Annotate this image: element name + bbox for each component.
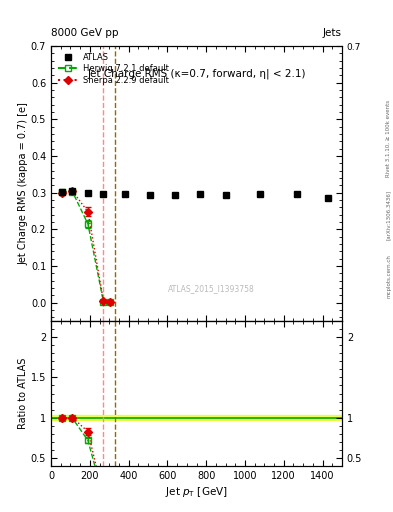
Text: Jet Charge RMS (κ=0.7, forward, η| < 2.1): Jet Charge RMS (κ=0.7, forward, η| < 2.1… [87, 68, 306, 78]
Text: 8000 GeV pp: 8000 GeV pp [51, 28, 119, 38]
Text: Jets: Jets [323, 28, 342, 38]
Text: ATLAS_2015_I1393758: ATLAS_2015_I1393758 [168, 284, 254, 293]
Y-axis label: Ratio to ATLAS: Ratio to ATLAS [18, 358, 28, 429]
Y-axis label: Jet Charge RMS (kappa = 0.7) [e]: Jet Charge RMS (kappa = 0.7) [e] [18, 102, 28, 265]
Text: Rivet 3.1.10, ≥ 100k events: Rivet 3.1.10, ≥ 100k events [386, 100, 391, 177]
Text: mcplots.cern.ch: mcplots.cern.ch [386, 254, 391, 298]
X-axis label: Jet $p_\mathrm{T}$ [GeV]: Jet $p_\mathrm{T}$ [GeV] [165, 485, 228, 499]
Bar [51, 415, 342, 420]
Text: [arXiv:1306.3436]: [arXiv:1306.3436] [386, 190, 391, 240]
Legend: ATLAS, Herwig 7.2.1 default, Sherpa 2.2.9 default: ATLAS, Herwig 7.2.1 default, Sherpa 2.2.… [55, 50, 171, 87]
